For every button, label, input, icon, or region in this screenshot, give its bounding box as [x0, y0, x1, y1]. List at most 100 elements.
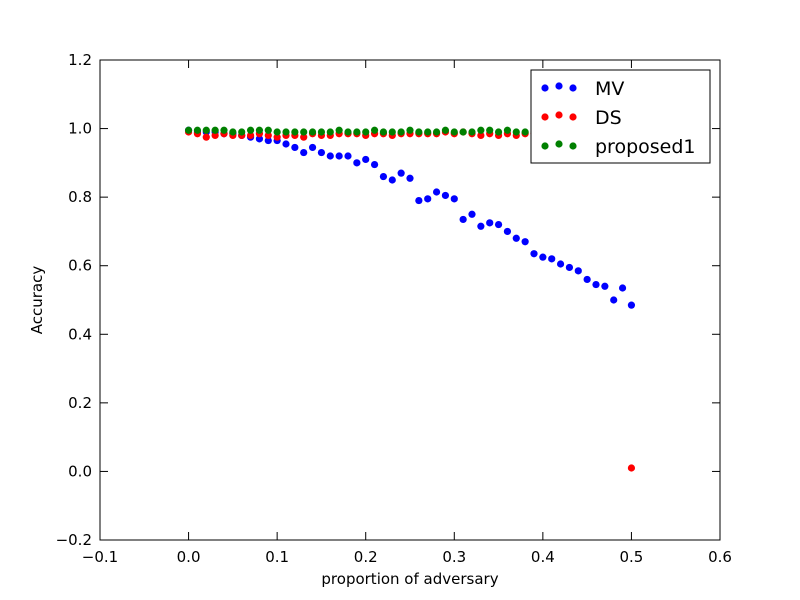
- y-axis-title: Accuracy: [28, 266, 46, 335]
- point-mv: [291, 143, 299, 152]
- point-proposed1: [477, 126, 485, 134]
- point-ds: [211, 131, 219, 140]
- legend-marker: [569, 113, 577, 121]
- point-mv: [512, 234, 520, 242]
- point-mv: [556, 260, 565, 268]
- point-mv: [539, 253, 547, 261]
- point-mv: [379, 172, 388, 181]
- point-ds: [246, 131, 255, 140]
- point-proposed1: [255, 126, 264, 134]
- legend-marker: [569, 84, 577, 92]
- y-tick-label: 0.4: [68, 325, 92, 343]
- point-mv: [370, 160, 379, 169]
- point-proposed1: [503, 126, 512, 134]
- point-mv: [627, 301, 636, 309]
- point-ds: [264, 131, 272, 140]
- point-proposed1: [238, 128, 246, 136]
- point-proposed1: [459, 128, 467, 136]
- point-ds: [300, 133, 308, 141]
- point-proposed1: [300, 128, 308, 136]
- point-mv: [503, 227, 512, 236]
- legend-marker: [541, 113, 549, 121]
- x-tick-label: 0.4: [531, 548, 555, 566]
- point-mv: [441, 191, 450, 200]
- point-mv: [592, 280, 600, 289]
- point-mv: [282, 140, 290, 148]
- point-proposed1: [184, 126, 193, 134]
- legend-marker: [569, 142, 577, 150]
- point-proposed1: [370, 126, 379, 134]
- point-mv: [601, 282, 609, 290]
- point-mv: [618, 284, 627, 292]
- point-mv: [264, 136, 272, 145]
- point-mv: [432, 188, 441, 196]
- y-tick-label: 0.8: [68, 188, 92, 206]
- point-mv: [300, 148, 308, 157]
- point-mv: [326, 152, 334, 160]
- x-tick-label: −0.1: [82, 548, 118, 566]
- point-mv: [530, 250, 538, 258]
- point-mv: [388, 176, 396, 184]
- point-mv: [477, 222, 485, 230]
- x-tick-label: 0.3: [442, 548, 466, 566]
- plot-frame: [99, 59, 721, 541]
- y-tick-label: 1.2: [68, 51, 92, 69]
- y-tick-label: 0.2: [68, 394, 92, 412]
- point-mv: [610, 296, 618, 304]
- point-mv: [406, 174, 414, 182]
- legend-label: DS: [595, 107, 622, 129]
- y-tick-label: 1.0: [68, 120, 92, 138]
- point-mv: [565, 263, 574, 272]
- point-proposed1: [521, 128, 529, 136]
- legend-label: MV: [595, 78, 624, 100]
- legend-entry-ds: DS: [541, 107, 622, 129]
- point-proposed1: [397, 128, 405, 136]
- point-proposed1: [308, 128, 317, 136]
- point-mv: [308, 143, 317, 152]
- y-tick-label: 0.0: [68, 462, 92, 480]
- point-proposed1: [193, 126, 202, 134]
- point-mv: [521, 238, 529, 246]
- point-proposed1: [415, 128, 423, 136]
- point-mv: [574, 267, 582, 275]
- point-ds: [202, 133, 210, 141]
- legend-marker: [555, 140, 563, 148]
- point-proposed1: [494, 128, 503, 136]
- x-axis-title: proportion of adversary: [321, 570, 498, 588]
- point-proposed1: [229, 128, 237, 136]
- point-proposed1: [450, 128, 458, 136]
- point-ds: [477, 131, 485, 140]
- legend: MV DS proposed1: [530, 69, 711, 164]
- point-mv: [415, 196, 423, 205]
- point-mv: [459, 215, 467, 224]
- x-tick-label: 0.5: [619, 548, 643, 566]
- legend-marker: [541, 84, 549, 92]
- legend-entry-proposed1: proposed1: [541, 136, 696, 158]
- point-ds: [627, 464, 636, 472]
- point-proposed1: [379, 128, 388, 136]
- point-proposed1: [317, 128, 326, 136]
- point-mv: [353, 159, 361, 167]
- x-tick-label: 0.2: [354, 548, 378, 566]
- point-proposed1: [220, 126, 228, 134]
- point-mv: [486, 219, 494, 227]
- point-proposed1: [432, 128, 441, 136]
- point-proposed1: [512, 128, 520, 136]
- point-proposed1: [441, 126, 450, 134]
- ticks-layer: −0.1 0.0 0.1 0.2 0.3 0.4 0.5 0.6 −0.2 0.0 0.2 0.4 0.…: [56, 51, 732, 566]
- x-tick-label: 0.0: [177, 548, 201, 566]
- point-mv: [548, 255, 556, 263]
- point-proposed1: [468, 128, 476, 136]
- x-tick-label: 0.1: [265, 548, 289, 566]
- point-proposed1: [282, 128, 290, 136]
- legend-label: proposed1: [595, 136, 696, 158]
- point-proposed1: [291, 128, 299, 136]
- point-proposed1: [388, 128, 396, 136]
- x-tick-label: 0.6: [708, 548, 732, 566]
- point-mv: [335, 152, 343, 160]
- legend-marker: [555, 111, 563, 119]
- legend-marker: [555, 82, 563, 90]
- point-proposed1: [406, 126, 414, 134]
- point-proposed1: [326, 128, 334, 136]
